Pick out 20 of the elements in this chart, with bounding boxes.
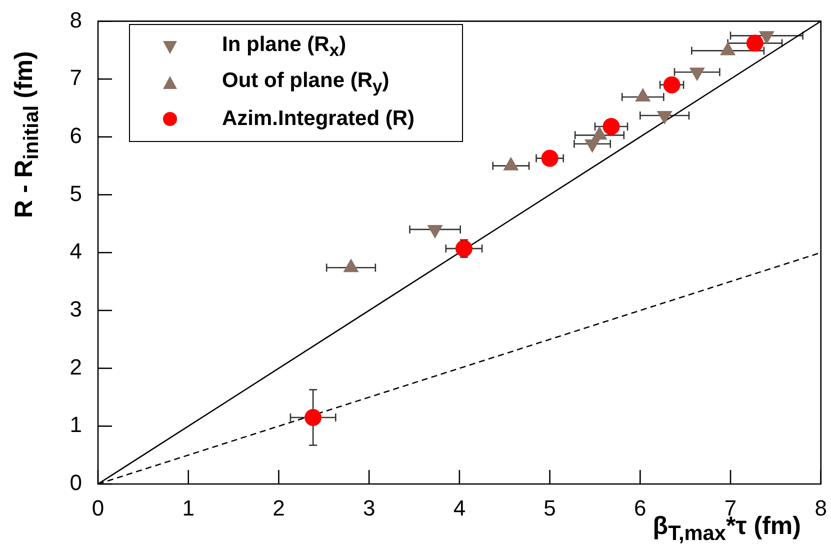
x-tick-label: 5 — [544, 495, 556, 520]
legend-label: In plane (R$_{x}$) — [222, 32, 346, 62]
y-tick-label: 1 — [70, 412, 82, 438]
x-tick-label: 3 — [362, 495, 376, 520]
y-tick-label: 3 — [70, 296, 82, 322]
x-tick-label: 4 — [453, 495, 466, 520]
x-tick-label: 6 — [634, 495, 646, 520]
y-tick-label: 2 — [70, 354, 82, 380]
y-tick-label: 6 — [70, 122, 82, 148]
x-tick-label: 1 — [182, 495, 194, 520]
y-tick-label: 5 — [70, 180, 82, 206]
y-tick-label: 4 — [70, 238, 82, 264]
x-tick-label: 2 — [272, 495, 285, 520]
legend-label: Out of plane (R$_{y}$) — [222, 68, 390, 98]
y-tick-label: 7 — [70, 65, 82, 90]
x-tick-label: 0 — [92, 495, 104, 520]
y-tick-label: 8 — [70, 7, 82, 32]
x-tick-label: 8 — [814, 495, 828, 520]
legend-label: Azim.Integrated (R) — [222, 107, 415, 131]
y-tick-label: 0 — [70, 470, 82, 496]
